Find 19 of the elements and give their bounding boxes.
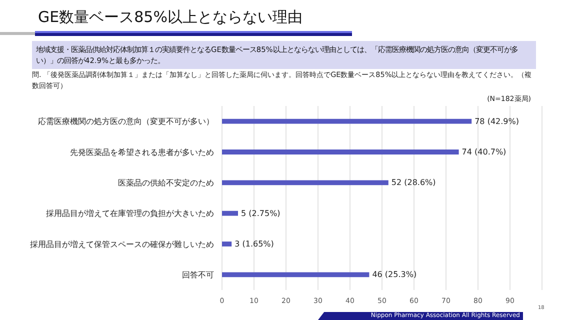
data-label: 3 (1.65%) — [234, 240, 274, 248]
bar — [222, 180, 388, 186]
y-tick-label: 医薬品の供給不安定のため — [118, 178, 214, 188]
y-tick-label: 先発医薬品を希望される患者が多いため — [70, 148, 214, 157]
y-tick-label: 採用品目が増えて保管スペースの確保が難しいため — [30, 240, 214, 249]
bar — [222, 118, 472, 124]
bar — [222, 272, 370, 278]
data-label: 5 (2.75%) — [241, 208, 280, 218]
y-tick-label: 応需医療機関の処方医の意向（変更不可が多い） — [38, 117, 214, 126]
data-label: 78 (42.9%) — [474, 116, 519, 126]
chart-title: GE数量ベース85%以上とならない理由 — [38, 8, 302, 27]
y-tick-label: 採用品目が増えて在庫管理の負担が大きいため — [46, 209, 214, 218]
bar — [222, 210, 238, 216]
data-label: 52 (28.6%) — [391, 178, 436, 188]
data-label: 74 (40.7%) — [462, 148, 506, 156]
y-tick-label: 回答不可 — [182, 270, 214, 280]
bar — [222, 242, 232, 246]
bar — [222, 150, 459, 154]
data-label: 46 (25.3%) — [372, 270, 417, 280]
